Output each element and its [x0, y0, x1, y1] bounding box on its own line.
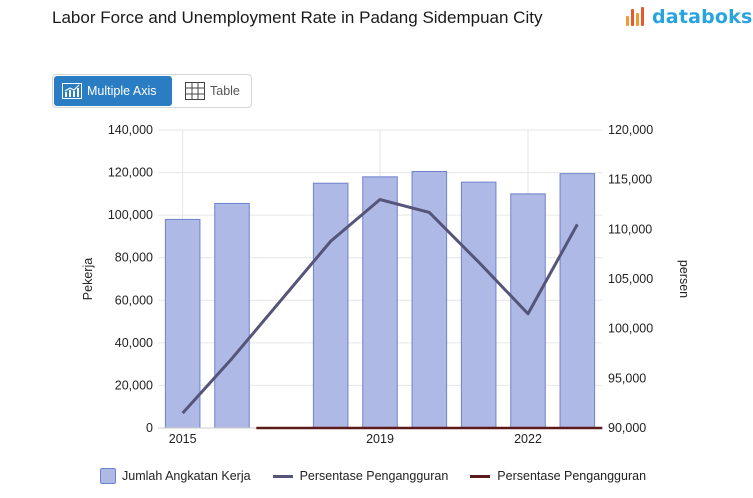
bar	[460, 181, 497, 429]
right-tick-label: 105,000	[608, 272, 653, 286]
bar	[362, 176, 398, 429]
legend-item-labor-force[interactable]: Jumlah Angkatan Kerja	[100, 468, 251, 484]
legend-item-unemployment-1[interactable]: Persentase Pengangguran	[272, 469, 449, 483]
table-label: Table	[210, 84, 240, 98]
grid-icon	[185, 82, 205, 100]
left-tick-label: 100,000	[108, 208, 153, 222]
series-line-1	[181, 198, 579, 415]
bar	[214, 202, 250, 429]
bar	[312, 182, 349, 429]
left-axis-label: Pekerja	[81, 258, 95, 300]
left-tick-label: 140,000	[108, 123, 153, 137]
legend-swatch-line	[272, 474, 293, 478]
legend-label: Persentase Pengangguran	[299, 469, 449, 483]
x-tick-label: 2022	[514, 432, 542, 446]
right-tick-label: 100,000	[608, 322, 653, 336]
bar	[559, 173, 596, 429]
legend-item-unemployment-2[interactable]: Persentase Pengangguran	[470, 469, 646, 483]
left-tick-label: 120,000	[108, 166, 153, 180]
bar	[164, 218, 201, 429]
legend-label: Jumlah Angkatan Kerja	[122, 469, 251, 483]
x-tick-label: 2019	[366, 432, 394, 446]
right-tick-label: 120,000	[608, 123, 653, 137]
left-tick-label: 20,000	[115, 378, 153, 392]
chart-title: Labor Force and Unemployment Rate in Pad…	[52, 8, 543, 27]
left-tick-label: 80,000	[115, 251, 153, 265]
logo-text: databoks	[652, 6, 753, 28]
x-tick-label: 2015	[169, 432, 197, 446]
right-axis-label: persen	[677, 260, 691, 298]
legend-swatch-line-2	[470, 474, 491, 478]
chart-area: 0 20,000 40,000 60,000 80,000 100,000 120,000 1…	[81, 123, 691, 446]
left-tick-label: 40,000	[115, 336, 153, 350]
left-tick-label: 0	[146, 421, 153, 435]
multiple-axis-button[interactable]: Multiple Axis	[54, 76, 172, 106]
legend: Jumlah Angkatan Kerja Persentase Pengang…	[100, 464, 668, 488]
databoks-logo[interactable]: databoks	[626, 4, 753, 30]
databoks-logo-icon	[626, 6, 648, 28]
right-tick-label: 95,000	[608, 371, 646, 385]
view-toggle: Multiple Axis Table	[52, 74, 252, 108]
legend-swatch-bar	[100, 468, 116, 484]
right-tick-label: 115,000	[608, 173, 652, 187]
multiple-axis-label: Multiple Axis	[87, 84, 157, 98]
chart-icon	[62, 83, 82, 99]
legend-label: Persentase Pengangguran	[497, 469, 647, 483]
right-tick-label: 90,000	[608, 421, 646, 435]
table-button[interactable]: Table	[179, 76, 249, 106]
right-tick-label: 110,000	[608, 222, 652, 236]
left-tick-label: 60,000	[115, 293, 153, 307]
